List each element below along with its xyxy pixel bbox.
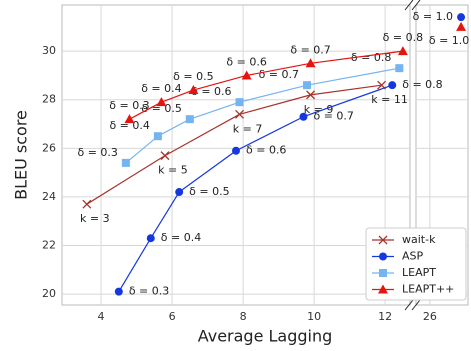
marker xyxy=(188,85,199,95)
point-label: δ = 0.4 xyxy=(109,119,149,132)
marker xyxy=(299,112,308,121)
y-axis-label: BLEU score xyxy=(12,110,31,200)
marker xyxy=(185,115,194,124)
marker xyxy=(153,132,162,141)
series-line xyxy=(193,74,247,91)
y-tick-label: 28 xyxy=(42,93,56,106)
point-label: δ = 0.7 xyxy=(313,110,353,123)
series-line xyxy=(129,101,162,120)
plot-area xyxy=(61,4,411,306)
series-line xyxy=(235,116,304,152)
point-label: δ = 0.8 xyxy=(383,31,423,44)
legend-label: LEAPT xyxy=(402,266,436,279)
point-label: δ = 1.0 xyxy=(429,34,469,47)
marker xyxy=(395,64,404,73)
point-label: δ = 0.6 xyxy=(226,55,266,68)
point-label: δ = 0.4 xyxy=(161,231,201,244)
legend-marker xyxy=(379,269,387,277)
x-tick-label: 6 xyxy=(169,310,176,323)
point-label: δ = 0.4 xyxy=(141,82,181,95)
series-line xyxy=(239,94,311,115)
series-line xyxy=(150,191,180,239)
point-label: δ = 0.7 xyxy=(259,68,299,81)
legend-marker xyxy=(378,284,388,294)
point-label: k = 7 xyxy=(233,122,263,135)
point-label: k = 11 xyxy=(371,93,408,106)
point-label: δ = 0.3 xyxy=(77,146,117,159)
series-line xyxy=(310,50,403,64)
point-label: k = 5 xyxy=(158,164,188,177)
series-line xyxy=(161,89,194,103)
marker xyxy=(303,81,312,90)
legend: wait-k ASP LEAPT LEAPT++ xyxy=(365,227,467,301)
legend-label: LEAPT++ xyxy=(402,283,454,296)
marker xyxy=(232,146,240,155)
marker xyxy=(82,199,92,209)
series-line xyxy=(125,135,159,164)
series-line xyxy=(189,101,240,120)
marker xyxy=(160,151,170,161)
point-label: δ = 0.5 xyxy=(173,70,213,83)
series-line xyxy=(239,84,308,103)
point-label: k = 3 xyxy=(80,212,110,225)
point-label: δ = 0.6 xyxy=(246,144,286,157)
legend-label: ASP xyxy=(402,250,424,263)
series-line xyxy=(306,67,400,86)
marker xyxy=(397,46,408,56)
marker xyxy=(235,109,245,119)
marker xyxy=(114,287,123,296)
marker xyxy=(388,81,397,90)
point-label: δ = 0.3 xyxy=(109,99,149,112)
legend-label: wait-k xyxy=(402,233,436,246)
x-tick-label: 8 xyxy=(240,310,247,323)
series-line xyxy=(118,237,152,292)
marker xyxy=(305,58,316,68)
x-axis-label: Average Lagging xyxy=(198,327,333,346)
y-tick-label: 30 xyxy=(42,44,56,57)
legend-marker xyxy=(379,252,387,261)
y-tick-label: 20 xyxy=(42,287,56,300)
marker xyxy=(146,234,155,243)
point-label: δ = 0.3 xyxy=(129,285,169,298)
point-label: k = 9 xyxy=(304,103,334,116)
legend-box xyxy=(365,227,467,301)
x-tick-label: 10 xyxy=(307,310,321,323)
marker xyxy=(124,114,135,124)
y-tick-label: 22 xyxy=(42,238,56,251)
marker xyxy=(235,98,244,107)
point-label: δ = 1.0 xyxy=(413,10,453,23)
x-tick-label: 26 xyxy=(423,310,437,323)
marker xyxy=(121,158,130,167)
marker xyxy=(456,21,467,31)
point-label: δ = 0.6 xyxy=(191,85,231,98)
series-line xyxy=(86,155,166,205)
series-line xyxy=(157,118,191,137)
series-line xyxy=(310,84,382,96)
point-label: δ = 0.7 xyxy=(290,43,330,56)
series-line xyxy=(178,150,237,193)
marker xyxy=(306,90,316,100)
series-line xyxy=(164,113,240,157)
y-tick-label: 26 xyxy=(42,141,56,154)
point-label: δ = 0.5 xyxy=(189,185,229,198)
marker xyxy=(156,97,167,107)
point-label: δ = 0.8 xyxy=(402,78,442,91)
y-tick-label: 24 xyxy=(42,190,56,203)
point-label: δ = 0.5 xyxy=(141,102,181,115)
x-tick-label: 4 xyxy=(98,310,105,323)
series-line xyxy=(246,62,311,77)
marker xyxy=(175,188,184,197)
x-tick-label: 12 xyxy=(378,310,392,323)
marker xyxy=(457,13,466,22)
series-line xyxy=(303,84,393,118)
marker xyxy=(241,70,252,80)
axis-break xyxy=(404,0,421,311)
legend-marker xyxy=(378,235,388,245)
